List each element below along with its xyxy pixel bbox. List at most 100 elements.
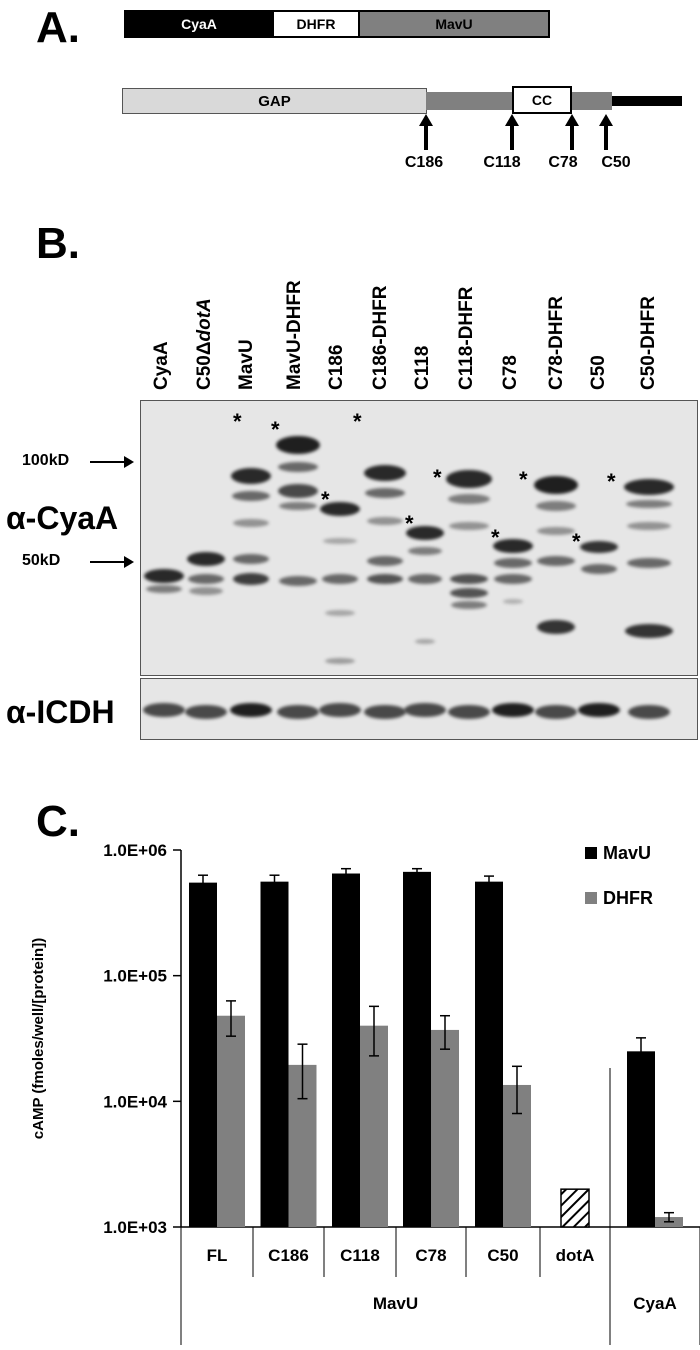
blot-band <box>232 491 270 501</box>
blot-band <box>415 638 435 644</box>
blot-band <box>580 541 618 553</box>
blot-band <box>535 705 577 719</box>
blot-band <box>448 494 490 504</box>
blot-band <box>367 574 403 584</box>
legend-label: DHFR <box>603 888 653 908</box>
lane-label: MavU <box>236 339 257 390</box>
y-tick-label: 1.0E+03 <box>103 1218 167 1237</box>
domain-gap: GAP <box>122 88 427 114</box>
blot-band <box>188 574 224 584</box>
blot-band <box>185 705 227 719</box>
domain-c-terminal-tail <box>612 96 682 106</box>
site-label-c118: C118 <box>483 154 521 171</box>
blot-band <box>448 705 490 719</box>
blot-band <box>537 556 575 566</box>
blot-band <box>279 576 317 586</box>
lane-label: C186 <box>326 344 347 390</box>
blot-band <box>536 501 576 511</box>
y-tick-label: 1.0E+04 <box>103 1092 167 1111</box>
panel-b-label: B. <box>36 219 80 268</box>
full-length-band-marker: * <box>491 525 500 550</box>
x-tick-label: FL <box>207 1246 228 1265</box>
blot-band <box>627 522 671 530</box>
blot-band <box>537 527 575 535</box>
lane-label: CyaA <box>151 341 172 390</box>
blot-band <box>364 465 406 481</box>
full-length-band-marker: * <box>519 467 528 492</box>
western-blot-cyaa: * * * * * * * * * * <box>140 400 698 676</box>
blot-band <box>278 462 318 472</box>
bar-mavu <box>403 871 431 1227</box>
blot-label-anti-icdh: α-ICDH <box>6 694 115 730</box>
blot-band <box>230 703 272 717</box>
blot-band <box>494 558 532 568</box>
blot-band <box>581 564 617 574</box>
bar-dhfr <box>217 1015 245 1227</box>
blot-band <box>146 585 182 593</box>
blot-band <box>187 552 225 566</box>
blot-band <box>628 705 670 719</box>
bar-mavu <box>627 1051 655 1227</box>
blot-band <box>233 519 269 527</box>
camp-bar-chart: 1.0E+03 1.0E+04 1.0E+05 1.0E+06 cAMP (fmoles… <box>30 841 700 1345</box>
blot-band <box>493 539 533 553</box>
bar-mavu <box>189 882 217 1227</box>
blot-band <box>364 705 406 719</box>
full-length-band-marker: * <box>433 465 442 490</box>
blot-band <box>144 569 184 583</box>
domain-cc-label: CC <box>531 92 553 108</box>
lane-label: C118-DHFR <box>456 286 477 390</box>
blot-band <box>231 468 271 484</box>
blot-band <box>627 558 671 568</box>
blot-band <box>367 517 403 525</box>
bar-dhfr <box>431 1029 459 1227</box>
lane-label: MavU-DHFR <box>284 280 305 390</box>
full-length-band-marker: * <box>353 409 362 434</box>
blot-band <box>537 620 575 634</box>
blot-band <box>406 526 444 540</box>
blot-band <box>319 703 361 717</box>
blot-band <box>451 601 487 609</box>
full-length-band-marker: * <box>233 409 242 434</box>
bar-dhfr <box>360 1025 388 1227</box>
construct-dhfr-label: DHFR <box>296 16 336 32</box>
blot-band <box>367 556 403 566</box>
blot-band <box>325 610 355 616</box>
blot-label-anti-cyaa: α-CyaA <box>6 500 119 536</box>
site-label-c186: C186 <box>404 154 444 171</box>
blot-band <box>320 502 360 516</box>
blot-band <box>578 703 620 717</box>
blot-band <box>189 587 223 595</box>
group-label: CyaA <box>633 1294 676 1313</box>
x-tick-label: dotA <box>556 1246 595 1265</box>
x-tick-label: C118 <box>340 1246 380 1265</box>
blot-band <box>534 476 578 494</box>
site-label-c78: C78 <box>548 154 578 171</box>
blot-band <box>408 574 442 584</box>
lane-label: C118 <box>412 345 433 390</box>
site-label-c50: C50 <box>601 154 631 171</box>
legend-label: MavU <box>603 843 651 863</box>
blot-band <box>625 624 673 638</box>
blot-band <box>325 658 355 664</box>
full-length-band-marker: * <box>607 469 616 494</box>
y-tick-label: 1.0E+06 <box>103 841 167 860</box>
x-tick-label: C186 <box>268 1246 309 1265</box>
blot-band <box>278 484 318 498</box>
blot-band <box>408 547 442 555</box>
blot-band <box>143 703 185 717</box>
lane-label: C50-DHFR <box>638 296 659 390</box>
blot-band <box>322 574 358 584</box>
x-tick-label: C50 <box>487 1246 518 1265</box>
marker-100kd-label: 100kD <box>22 452 70 469</box>
lane-label: C186-DHFR <box>370 285 391 390</box>
panel-a-label: A. <box>36 3 80 52</box>
blot-band <box>492 703 534 717</box>
blot-band <box>233 554 269 564</box>
y-axis-label: cAMP (fmoles/well/[protein]) <box>30 938 47 1139</box>
full-length-band-marker: * <box>321 487 330 512</box>
blot-band <box>503 598 523 604</box>
blot-band <box>276 436 320 454</box>
construct-mavu-label: MavU <box>435 16 473 32</box>
blot-band <box>277 705 319 719</box>
